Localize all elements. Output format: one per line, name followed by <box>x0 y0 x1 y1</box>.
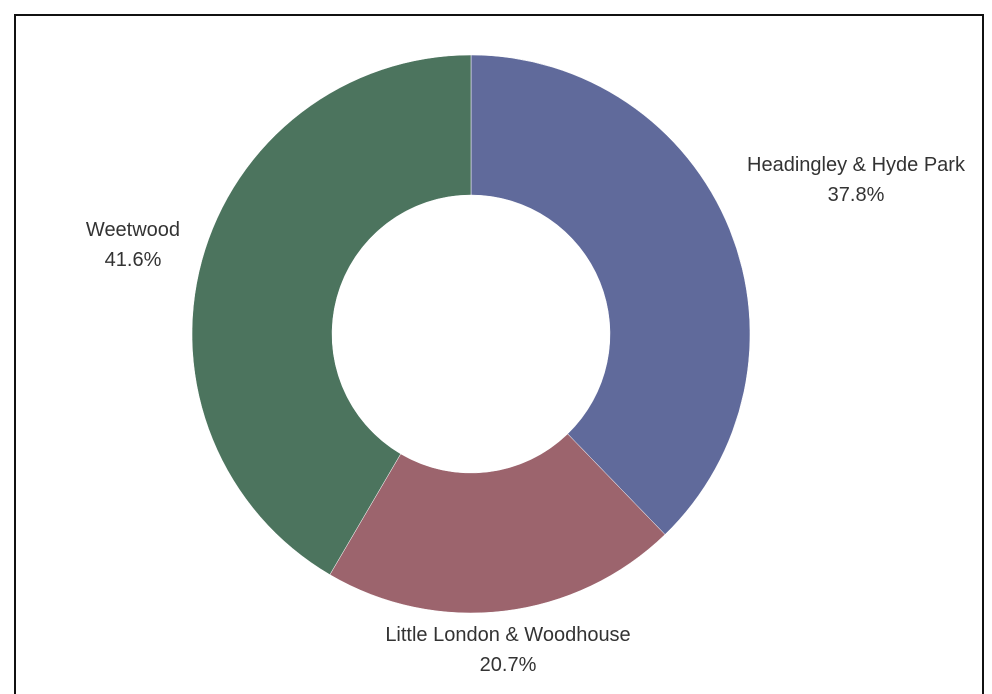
slice-label-category: Weetwood <box>86 219 180 241</box>
donut-chart: Headingley & Hyde Park 37.8% Little London… <box>86 54 966 676</box>
slice-weetwood <box>191 54 472 576</box>
slice-label-percent: 20.7% <box>480 654 537 676</box>
slice-label-category: Headingley & Hyde Park <box>747 154 966 176</box>
slice-label-category: Little London & Woodhouse <box>385 624 630 646</box>
slice-label-percent: 41.6% <box>105 249 162 271</box>
slice-label-percent: 37.8% <box>828 184 885 206</box>
slice-little-london-woodhouse <box>329 433 666 614</box>
slice-headingley-hyde-park <box>470 54 751 535</box>
